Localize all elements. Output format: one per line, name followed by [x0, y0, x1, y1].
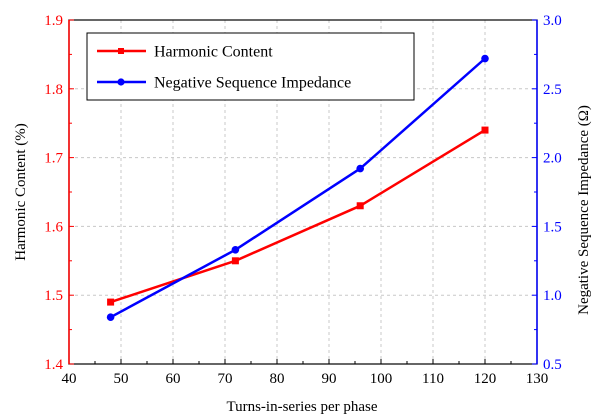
data-point-harmonic-content-2	[356, 202, 364, 210]
legend: Harmonic Content Negative Sequence Imped…	[86, 32, 415, 101]
x-tick-label-80: 80	[270, 371, 285, 387]
series-line-harmonic-content	[110, 129, 486, 304]
x-tick-label-40: 40	[62, 371, 77, 387]
y-axis-label-right: Negative Sequence Impedance (Ω)	[576, 105, 592, 315]
x-axis: 40 50 60 70 80 90 100 110 120 130	[62, 359, 549, 387]
y-axis-label-left: Harmonic Content (%)	[13, 123, 29, 260]
x-tick-label-130: 130	[526, 371, 549, 387]
legend-label-harmonic-content: Harmonic Content	[154, 44, 273, 61]
y-axis-left: 1.4 1.5 1.6 1.7 1.8 1.9	[44, 13, 74, 373]
x-tick-label-50: 50	[114, 371, 129, 387]
data-point-negative-sequence-impedance-2	[356, 164, 365, 173]
y-right-tick-label-0.5: 0.5	[543, 357, 562, 373]
y-left-tick-label-1.8: 1.8	[44, 82, 63, 98]
data-point-negative-sequence-impedance-0	[106, 313, 115, 322]
data-point-negative-sequence-impedance-3	[481, 54, 489, 63]
data-point-harmonic-content-1	[231, 257, 239, 265]
legend-marker-harmonic-content	[118, 48, 124, 54]
legend-label-negative-sequence-impedance: Negative Sequence Impedance	[154, 75, 351, 92]
y-right-tick-label-1.5: 1.5	[543, 219, 562, 235]
x-tick-label-120: 120	[474, 371, 497, 387]
data-point-negative-sequence-impedance-1	[231, 245, 240, 254]
legend-box	[86, 32, 415, 101]
data-point-harmonic-content-0	[107, 298, 115, 306]
legend-marker-negative-sequence-impedance	[117, 78, 125, 86]
x-tick-label-110: 110	[422, 371, 444, 387]
y-right-tick-label-2.5: 2.5	[543, 82, 562, 98]
x-tick-label-60: 60	[166, 371, 181, 387]
y-left-tick-label-1.6: 1.6	[44, 219, 63, 235]
series-line-negative-sequence-impedance	[110, 57, 486, 319]
y-right-tick-label-1.0: 1.0	[543, 288, 562, 304]
series-layer	[106, 54, 489, 322]
x-tick-label-70: 70	[218, 371, 233, 387]
y-left-tick-label-1.5: 1.5	[44, 288, 63, 304]
x-axis-label: Turns-in-series per phase	[226, 399, 377, 415]
y-left-tick-label-1.4: 1.4	[44, 357, 63, 373]
y-right-tick-label-2.0: 2.0	[543, 151, 562, 167]
x-tick-label-90: 90	[322, 371, 337, 387]
data-point-harmonic-content-3	[481, 126, 489, 134]
y-axis-right: 0.5 1.0 1.5 2.0 2.5 3.0	[532, 13, 562, 373]
y-left-tick-label-1.7: 1.7	[44, 151, 63, 167]
x-tick-label-100: 100	[370, 371, 393, 387]
y-right-tick-label-3.0: 3.0	[543, 13, 562, 29]
y-left-tick-label-1.9: 1.9	[44, 13, 63, 29]
